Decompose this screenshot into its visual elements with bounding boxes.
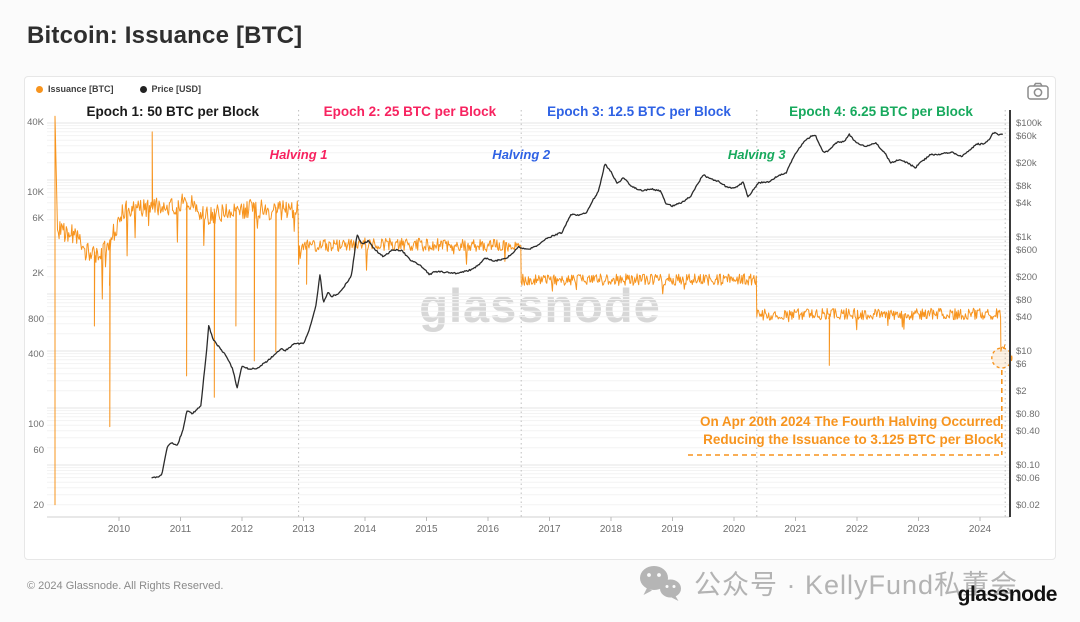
camera-button[interactable]: [1026, 82, 1050, 102]
chart-legend: Issuance [BTC] Price [USD]: [36, 84, 201, 94]
glassnode-watermark: glassnode: [419, 279, 661, 332]
copyright-text: © 2024 Glassnode. All Rights Reserved.: [27, 580, 224, 592]
issuance-series-line: [54, 115, 1006, 506]
wechat-watermark: 公众号 · KellyFund私董会: [638, 563, 1018, 602]
page-title: Bitcoin: Issuance [BTC]: [27, 22, 303, 49]
price-swatch-icon: [139, 85, 147, 93]
legend-label-price: Price [USD]: [151, 84, 202, 94]
wechat-watermark-text: 公众号 · KellyFund私董会: [694, 570, 1019, 600]
chart-card: [24, 76, 1056, 560]
legend-item-price[interactable]: Price [USD]: [139, 84, 202, 94]
legend-label-issuance: Issuance [BTC]: [48, 84, 114, 94]
fourth-halving-circle-icon: [991, 347, 1013, 369]
camera-icon: [1027, 82, 1049, 100]
issuance-swatch-icon: [36, 85, 43, 93]
wechat-icon: [640, 565, 681, 601]
glassnode-logo[interactable]: glassnode: [957, 583, 1058, 606]
price-series-line: [151, 131, 1003, 479]
legend-item-issuance[interactable]: Issuance [BTC]: [36, 84, 114, 94]
